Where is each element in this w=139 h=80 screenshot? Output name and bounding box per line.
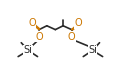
Text: O: O [75, 18, 82, 28]
Text: Si: Si [24, 45, 33, 55]
Text: Si: Si [88, 45, 97, 55]
Text: O: O [28, 18, 36, 28]
Text: O: O [35, 32, 43, 42]
Text: O: O [68, 32, 75, 42]
